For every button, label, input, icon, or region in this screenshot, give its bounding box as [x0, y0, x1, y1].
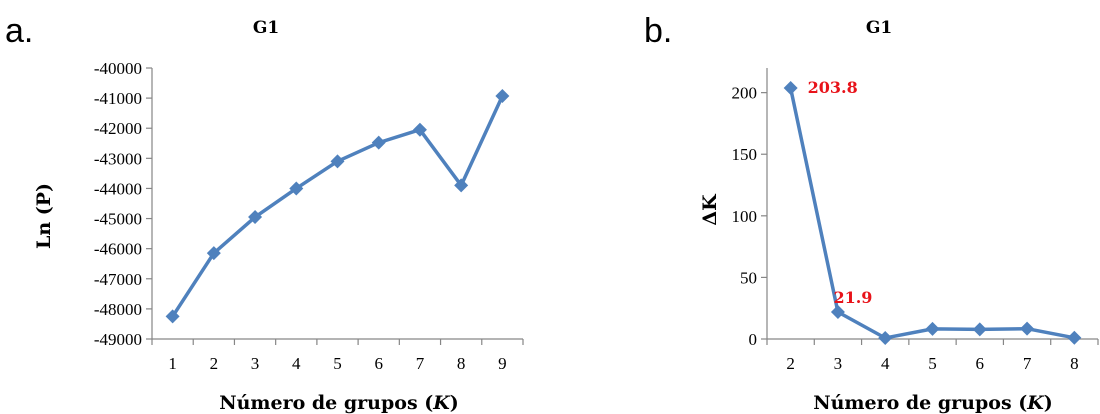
panel-a-x-tick-label: 1 — [168, 354, 177, 373]
panel-a-x-tick-label: 2 — [210, 354, 219, 373]
panel-a-x-axis-label-part3: ) — [450, 392, 459, 414]
panel-a-x-axis-label: Número de grupos (K) — [219, 392, 459, 414]
panel-b-data-point — [972, 322, 987, 337]
panel-a-y-tick-label: -46000 — [94, 240, 142, 259]
panel-b-title: G1 — [866, 18, 892, 38]
panel-a-y-tick-label: -42000 — [94, 119, 142, 138]
panel-a-x-tick-label: 7 — [416, 354, 425, 373]
panel-b-x-tick-label: 6 — [976, 354, 985, 373]
panel-b-x-tick-label: 8 — [1070, 354, 1079, 373]
panel-b-data-point — [1020, 321, 1035, 336]
panel-a-data-point — [248, 210, 263, 225]
panel-a-y-tick-label: -41000 — [94, 89, 142, 108]
panel-a-data-point — [165, 309, 180, 324]
panel-b-y-tick-label: 150 — [732, 145, 758, 164]
panel-b-data-point — [878, 331, 893, 346]
panel-a-title: G1 — [253, 18, 279, 38]
panel-a-y-tick-label: -49000 — [94, 330, 142, 349]
panel-a-data-point — [330, 154, 345, 169]
panel-b-data-point — [925, 321, 940, 336]
panel-b-y-axis-label: ΔK — [699, 193, 721, 226]
panel-b-chart: b. G1 ΔK Número de grupos (K) 0 50 100 150 2… — [644, 12, 1099, 414]
panel-a-x-axis-label-part1: Número de grupos ( — [219, 392, 433, 414]
panel-a-y-tick-label: -47000 — [94, 270, 142, 289]
panel-b-x-axis-label: Número de grupos (K) — [813, 392, 1053, 414]
panel-a-data-point — [412, 122, 427, 137]
panel-a-x-tick-label: 3 — [251, 354, 260, 373]
panel-b-letter: b. — [644, 12, 672, 50]
panel-b-x-axis-label-part3: ) — [1044, 392, 1053, 414]
panel-b-x-axis-label-part1: Número de grupos ( — [813, 392, 1027, 414]
panel-a-x-tick-label: 4 — [292, 354, 301, 373]
panel-b-y-tick-label: 200 — [732, 84, 758, 103]
panel-b-data-label: 203.8 — [808, 78, 858, 97]
panel-b-x-tick-label: 5 — [928, 354, 937, 373]
panel-b-x-axis-label-k: K — [1026, 392, 1045, 414]
panel-b-x-tick-label: 2 — [786, 354, 795, 373]
panel-a-data-point — [371, 135, 386, 150]
panel-a-y-tick-label: -40000 — [94, 59, 142, 78]
panel-b-x-tick-label: 3 — [834, 354, 843, 373]
panel-b-data-label: 21.9 — [833, 288, 872, 307]
panel-b-y-tick-label: 100 — [732, 207, 758, 226]
panel-a-x-axis-label-k: K — [432, 392, 451, 414]
panel-a-x-tick-label: 5 — [333, 354, 342, 373]
panel-b-x-tick-label: 4 — [881, 354, 890, 373]
panel-b-x-tick-label: 7 — [1023, 354, 1032, 373]
panel-a-data-point — [289, 181, 304, 196]
panel-a-chart: a. G1 Ln (P) Número de grupos (K) -40000… — [5, 12, 524, 414]
panel-a-data-point — [454, 178, 469, 193]
panel-a-y-tick-label: -44000 — [94, 179, 142, 198]
panel-a-y-tick-label: -43000 — [94, 149, 142, 168]
panel-b-y-tick-label: 50 — [740, 268, 757, 287]
panel-a-data-point — [495, 89, 510, 104]
panel-b-data-point — [830, 305, 845, 320]
panel-a-series-line — [171, 95, 504, 318]
panel-a-letter: a. — [5, 12, 33, 50]
panel-a-y-tick-label: -48000 — [94, 300, 142, 319]
panel-a-x-tick-label: 8 — [457, 354, 466, 373]
panel-b-y-tick-label: 0 — [749, 330, 758, 349]
panel-a-y-axis-label: Ln (P) — [33, 183, 55, 249]
panel-a-x-tick-label: 6 — [374, 354, 383, 373]
panel-a-y-tick-label: -45000 — [94, 210, 142, 229]
panel-a-data-point — [206, 246, 221, 261]
panel-a-x-tick-label: 9 — [498, 354, 507, 373]
panel-b-data-point — [1067, 330, 1082, 345]
panel-b-data-point — [783, 80, 798, 95]
